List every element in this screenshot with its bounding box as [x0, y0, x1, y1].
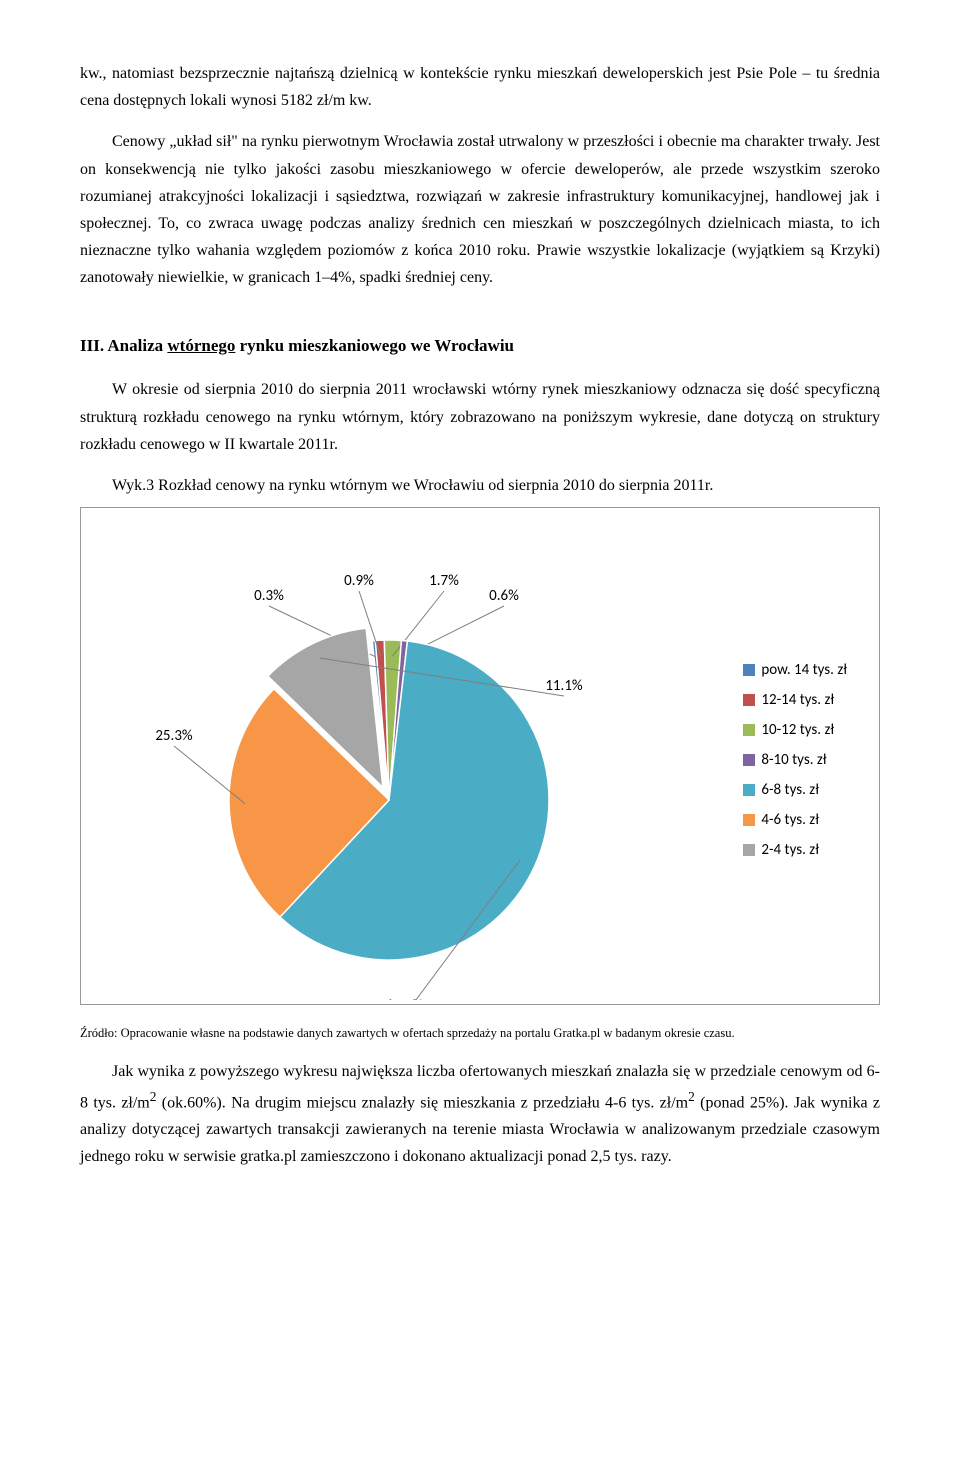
- legend-swatch: [743, 724, 755, 736]
- legend-swatch: [743, 814, 755, 826]
- legend-label: 10-12 tys. zł: [761, 715, 834, 745]
- legend-label: 8-10 tys. zł: [761, 745, 826, 775]
- legend-item: 12-14 tys. zł: [743, 685, 847, 715]
- legend-label: 12-14 tys. zł: [761, 685, 834, 715]
- legend-swatch: [743, 694, 755, 706]
- chart-legend: pow. 14 tys. zł12-14 tys. zł10-12 tys. z…: [743, 655, 871, 865]
- pie-chart: 0.3% 0.9% 1.7% 0.6% 60.1% 25.3% 11.1%: [89, 520, 649, 1000]
- paragraph-2: Cenowy „układ sił" na rynku pierwotnym W…: [80, 128, 880, 291]
- slice-label: 25.3%: [155, 727, 193, 745]
- legend-swatch: [743, 754, 755, 766]
- heading-underline: wtórnego: [167, 336, 235, 355]
- pie-chart-frame: 0.3% 0.9% 1.7% 0.6% 60.1% 25.3% 11.1% pow. 14 …: [80, 507, 880, 1005]
- paragraph-4: Jak wynika z powyższego wykresu najwięks…: [80, 1058, 880, 1170]
- legend-swatch: [743, 784, 755, 796]
- chart-source: Źródło: Opracowanie własne na podstawie …: [80, 1023, 880, 1044]
- legend-item: 2-4 tys. zł: [743, 835, 847, 865]
- legend-swatch: [743, 664, 755, 676]
- slice-label: 0.3%: [254, 587, 284, 605]
- slice-label: 11.1%: [545, 677, 583, 695]
- legend-item: pow. 14 tys. zł: [743, 655, 847, 685]
- chart-row: 0.3% 0.9% 1.7% 0.6% 60.1% 25.3% 11.1% pow. 14 …: [89, 520, 871, 1000]
- paragraph-3: W okresie od sierpnia 2010 do sierpnia 2…: [80, 376, 880, 458]
- legend-item: 10-12 tys. zł: [743, 715, 847, 745]
- sup-2b: 2: [688, 1089, 695, 1104]
- legend-label: 4-6 tys. zł: [761, 805, 819, 835]
- chart-caption: Wyk.3 Rozkład cenowy na rynku wtórnym we…: [80, 472, 880, 499]
- slice-label: 0.6%: [489, 587, 519, 605]
- slice-label: 1.7%: [429, 572, 459, 590]
- slice-label: 60.1%: [385, 997, 423, 1000]
- slice-label: 0.9%: [344, 572, 374, 590]
- legend-swatch: [743, 844, 755, 856]
- section-heading: III. Analiza wtórnego rynku mieszkaniowe…: [80, 332, 880, 361]
- paragraph-1: kw., natomiast bezsprzecznie najtańszą d…: [80, 60, 880, 114]
- legend-item: 4-6 tys. zł: [743, 805, 847, 835]
- legend-item: 8-10 tys. zł: [743, 745, 847, 775]
- legend-label: pow. 14 tys. zł: [761, 655, 847, 685]
- heading-pre: III. Analiza: [80, 336, 167, 355]
- p4-b: (ok.60%). Na drugim miejscu znalazły się…: [156, 1094, 688, 1111]
- heading-post: rynku mieszkaniowego we Wrocławiu: [235, 336, 514, 355]
- legend-label: 6-8 tys. zł: [761, 775, 819, 805]
- legend-item: 6-8 tys. zł: [743, 775, 847, 805]
- legend-label: 2-4 tys. zł: [761, 835, 819, 865]
